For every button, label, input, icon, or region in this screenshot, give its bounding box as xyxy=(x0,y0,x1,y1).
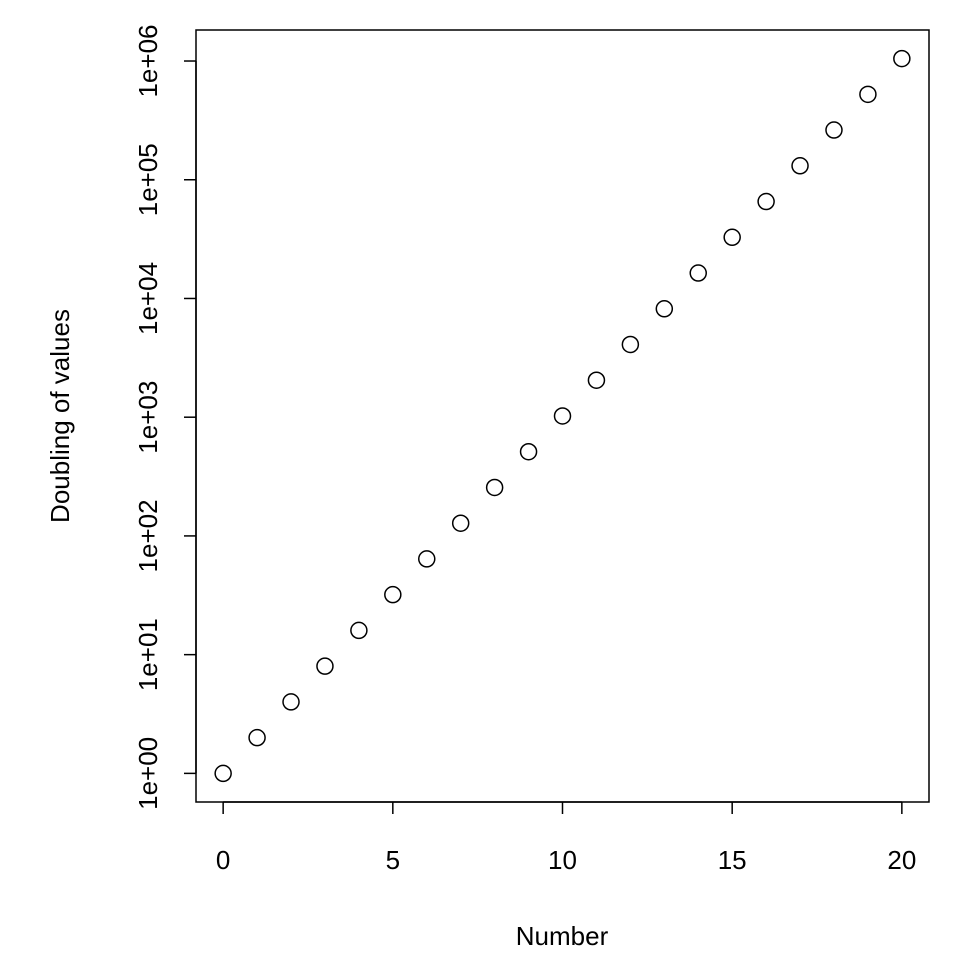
point xyxy=(248,728,266,747)
point xyxy=(587,371,606,389)
point xyxy=(316,657,334,675)
y-tick-label: 1e+05 xyxy=(133,143,163,216)
plot-frame xyxy=(195,29,930,803)
point xyxy=(214,764,232,783)
point xyxy=(791,157,809,175)
y-tick-label: 1e+06 xyxy=(133,25,163,98)
point xyxy=(384,585,402,604)
y-axis-title: Doubling of values xyxy=(45,309,75,523)
y-tick-label: 1e+00 xyxy=(133,737,163,810)
x-axis-title: Number xyxy=(516,921,609,951)
point xyxy=(519,442,538,461)
point xyxy=(859,85,877,104)
point xyxy=(621,335,640,354)
x-tick-label: 5 xyxy=(386,845,400,875)
point xyxy=(282,693,300,711)
point xyxy=(825,121,843,139)
point xyxy=(485,478,504,497)
y-tick-label: 1e+01 xyxy=(133,618,163,691)
point xyxy=(689,264,707,282)
point xyxy=(655,300,674,318)
x-tick-label: 15 xyxy=(718,845,747,875)
y-tick-label: 1e+04 xyxy=(133,262,163,335)
point xyxy=(350,621,368,640)
x-tick-label: 10 xyxy=(548,845,577,875)
point xyxy=(553,407,572,425)
x-tick-label: 0 xyxy=(216,845,230,875)
point xyxy=(451,514,470,532)
point xyxy=(723,228,741,247)
x-tick-label: 20 xyxy=(887,845,916,875)
y-tick-label: 1e+02 xyxy=(133,499,163,572)
point xyxy=(418,550,436,568)
y-tick-label: 1e+03 xyxy=(133,381,163,454)
point xyxy=(893,49,911,68)
point xyxy=(757,192,775,211)
